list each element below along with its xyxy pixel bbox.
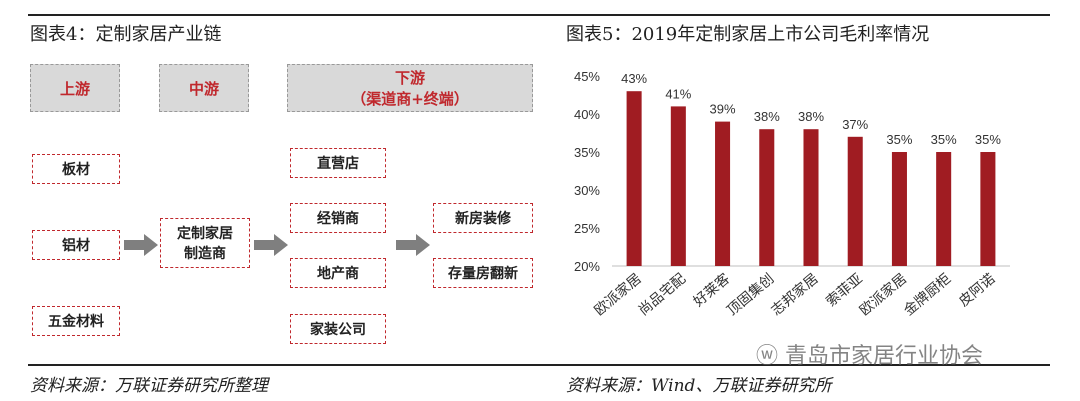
gross-margin-bar-chart: 20%25%30%35%40%45% 43%欧派家居41%尚品宅配39%好莱客38… bbox=[574, 69, 1010, 319]
watermark-text: 青岛市家居行业协会 bbox=[785, 344, 984, 369]
upstream-item-hardware: 五金材料 bbox=[32, 306, 120, 336]
x-tick-label: 皮阿诺 bbox=[956, 271, 998, 310]
top-rule bbox=[28, 14, 1050, 16]
terminal-renovation: 存量房翻新 bbox=[433, 258, 533, 288]
upstream-item-board: 板材 bbox=[32, 154, 120, 184]
x-tick-label: 欧派家居 bbox=[856, 270, 910, 319]
upstream-item-aluminum: 铝材 bbox=[32, 230, 120, 260]
arrow-right-icon bbox=[254, 234, 288, 256]
watermark: ⓦ 青岛市家居行业协会 bbox=[756, 338, 983, 370]
left-panel-title: 图表4：定制家居产业链 bbox=[30, 24, 222, 45]
right-panel-title: 图表5：2019年定制家居上市公司毛利率情况 bbox=[566, 24, 930, 45]
y-tick-label: 35% bbox=[574, 145, 600, 160]
data-label: 35% bbox=[931, 132, 957, 147]
y-tick-label: 45% bbox=[574, 69, 600, 84]
channel-direct-store: 直营店 bbox=[290, 148, 386, 178]
left-source-note: 资料来源：万联证券研究所整理 bbox=[30, 376, 268, 396]
data-label: 41% bbox=[665, 86, 691, 101]
mid-manufacturer: 定制家居 制造商 bbox=[160, 218, 250, 268]
data-label: 37% bbox=[842, 117, 868, 132]
x-tick-label: 尚品宅配 bbox=[636, 271, 689, 319]
bar bbox=[670, 106, 686, 267]
bottom-rule bbox=[28, 364, 1050, 366]
data-label: 43% bbox=[621, 71, 647, 86]
x-tick-label: 志邦家居 bbox=[768, 270, 822, 319]
y-tick-label: 20% bbox=[574, 259, 600, 274]
mid-manufacturer-line2: 制造商 bbox=[184, 246, 226, 262]
x-tick-label: 欧派家居 bbox=[591, 270, 645, 319]
data-label: 39% bbox=[710, 102, 736, 117]
stage-upstream-label: 上游 bbox=[59, 79, 90, 98]
stage-upstream: 上游 bbox=[30, 64, 120, 112]
bar bbox=[803, 129, 819, 266]
bar bbox=[759, 129, 775, 266]
bar bbox=[715, 121, 731, 266]
stage-downstream-sublabel: （渠道商+终端） bbox=[351, 90, 469, 108]
channel-developer: 地产商 bbox=[290, 258, 386, 288]
bar bbox=[936, 152, 952, 266]
x-tick-label: 金牌厨柜 bbox=[900, 270, 954, 319]
mid-manufacturer-line1: 定制家居 bbox=[177, 226, 233, 242]
terminal-new-house: 新房装修 bbox=[433, 203, 533, 233]
wechat-icon: ⓦ bbox=[756, 344, 779, 369]
channel-distributor: 经销商 bbox=[290, 203, 386, 233]
bar bbox=[847, 136, 863, 266]
x-tick-label: 顶固集创 bbox=[724, 270, 778, 319]
right-source-note: 资料来源：Wind、万联证券研究所 bbox=[566, 376, 832, 396]
stage-downstream: 下游 （渠道商+终端） bbox=[287, 64, 533, 112]
data-label: 38% bbox=[798, 109, 824, 124]
data-label: 38% bbox=[754, 109, 780, 124]
channel-decoration-company: 家装公司 bbox=[290, 314, 386, 344]
stage-downstream-label: 下游 bbox=[394, 69, 425, 87]
bar bbox=[626, 91, 642, 266]
stage-midstream: 中游 bbox=[159, 64, 249, 112]
data-label: 35% bbox=[975, 132, 1001, 147]
stage-midstream-label: 中游 bbox=[188, 79, 219, 98]
arrow-right-icon bbox=[396, 234, 430, 256]
arrow-right-icon bbox=[124, 234, 158, 256]
bar bbox=[891, 152, 907, 266]
y-tick-label: 40% bbox=[574, 107, 600, 122]
data-label: 35% bbox=[886, 132, 912, 147]
y-tick-label: 25% bbox=[574, 221, 600, 236]
y-tick-label: 30% bbox=[574, 183, 600, 198]
bar bbox=[980, 152, 996, 266]
